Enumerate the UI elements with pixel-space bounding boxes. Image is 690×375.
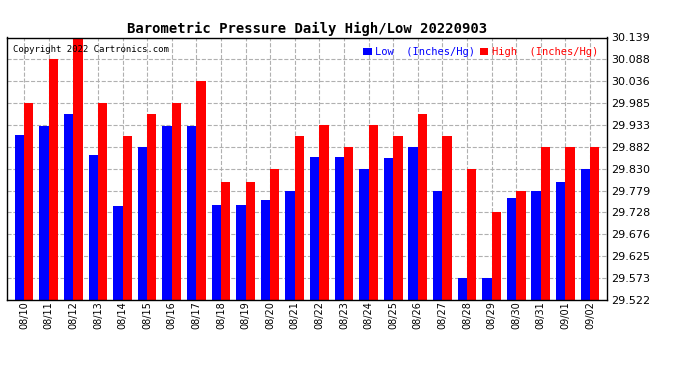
Bar <box>212 205 221 300</box>
Bar <box>49 59 58 300</box>
Bar <box>221 182 230 300</box>
Bar <box>123 136 132 300</box>
Bar <box>541 147 550 300</box>
Bar <box>39 126 49 300</box>
Legend: Low  (Inches/Hg), High  (Inches/Hg): Low (Inches/Hg), High (Inches/Hg) <box>359 43 602 61</box>
Bar <box>433 190 442 300</box>
Bar <box>187 126 197 300</box>
Bar <box>590 147 600 300</box>
Bar <box>368 125 378 300</box>
Bar <box>384 158 393 300</box>
Bar <box>295 136 304 300</box>
Bar <box>98 103 107 300</box>
Bar <box>556 182 565 300</box>
Bar <box>393 136 402 300</box>
Bar <box>408 147 417 300</box>
Bar <box>359 169 368 300</box>
Bar <box>580 169 590 300</box>
Bar <box>457 278 467 300</box>
Bar <box>491 212 501 300</box>
Bar <box>113 206 123 300</box>
Bar <box>236 205 246 300</box>
Bar <box>507 198 516 300</box>
Bar <box>24 103 34 300</box>
Bar <box>442 136 452 300</box>
Bar <box>73 38 83 300</box>
Title: Barometric Pressure Daily High/Low 20220903: Barometric Pressure Daily High/Low 20220… <box>127 22 487 36</box>
Bar <box>88 155 98 300</box>
Bar <box>162 126 172 300</box>
Bar <box>147 114 157 300</box>
Bar <box>417 114 427 300</box>
Bar <box>565 147 575 300</box>
Bar <box>270 169 279 300</box>
Bar <box>64 114 73 300</box>
Text: Copyright 2022 Cartronics.com: Copyright 2022 Cartronics.com <box>13 45 169 54</box>
Bar <box>344 147 353 300</box>
Bar <box>319 125 328 300</box>
Bar <box>172 103 181 300</box>
Bar <box>14 135 24 300</box>
Bar <box>310 157 319 300</box>
Bar <box>246 182 255 300</box>
Bar <box>516 190 526 300</box>
Bar <box>138 147 147 300</box>
Bar <box>286 190 295 300</box>
Bar <box>335 157 344 300</box>
Bar <box>197 81 206 300</box>
Bar <box>531 190 541 300</box>
Bar <box>467 169 476 300</box>
Bar <box>261 200 270 300</box>
Bar <box>482 278 491 300</box>
